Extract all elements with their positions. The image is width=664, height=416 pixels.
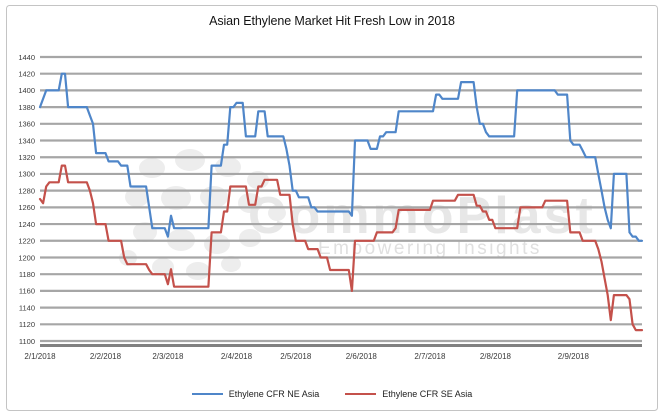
y-axis-tick-label: 1400 [18, 86, 35, 95]
legend-swatch-se-asia [345, 393, 377, 395]
legend-label-se-asia: Ethylene CFR SE Asia [382, 389, 473, 399]
y-axis-tick-label: 1420 [18, 70, 35, 79]
watermark-logo-dot [268, 205, 286, 221]
x-axis-tick-label: 2/6/2018 [346, 352, 378, 361]
y-axis-tick-label: 1200 [18, 253, 35, 262]
x-axis-tick-label: 2/8/2018 [480, 352, 512, 361]
legend-swatch-ne-asia [191, 393, 223, 395]
watermark-logo-dot [200, 186, 228, 208]
watermark-logo-dot [161, 186, 191, 210]
y-axis-tick-label: 1280 [18, 186, 35, 195]
legend-item-ne-asia: Ethylene CFR NE Asia [191, 389, 320, 399]
y-axis-tick-label: 1160 [19, 287, 35, 296]
watermark-logo-dot [239, 229, 261, 247]
x-axis-tick-label: 2/4/2018 [221, 352, 253, 361]
y-axis-tick-label: 1380 [18, 103, 35, 112]
gridlines: 1440 1420 1400 1380 1360 1340 1320 1300 1280 1260… [18, 53, 642, 346]
series-line-se-asia [38, 164, 644, 332]
y-axis-tick-label: 1220 [18, 237, 35, 246]
series-line-ne-asia [38, 72, 644, 242]
chart-title: Asian Ethylene Market Hit Fresh Low in 2… [209, 14, 455, 28]
watermark-logo-dot [133, 222, 157, 242]
y-axis-tick-label: 1180 [19, 270, 35, 279]
watermark-logo-dot [152, 258, 174, 276]
x-axis-tick-label: 2/2/2018 [90, 352, 122, 361]
legend-item-se-asia: Ethylene CFR SE Asia [345, 389, 472, 399]
x-axis-tick-label: 2/3/2018 [152, 352, 184, 361]
chart-legend: Ethylene CFR NE Asia Ethylene CFR SE Asi… [0, 389, 664, 399]
x-axis-tick-label: 2/9/2018 [558, 352, 590, 361]
x-axis-tick-label: 2/7/2018 [414, 352, 446, 361]
chart-frame-border [6, 5, 658, 411]
y-axis-tick-label: 1120 [19, 320, 35, 329]
y-axis-tick-label: 1320 [18, 153, 35, 162]
y-axis-tick-label: 1240 [18, 220, 35, 229]
y-axis-tick-label: 1260 [18, 203, 35, 212]
x-axis-labels: 2/1/2018 2/2/2018 2/3/2018 2/4/2018 2/5/2018… [24, 352, 589, 361]
watermark-logo-dot [186, 262, 210, 280]
x-axis-tick-label: 2/5/2018 [280, 352, 312, 361]
watermark-brand: CommoPlast [248, 187, 596, 245]
y-axis-tick-label: 1300 [18, 170, 35, 179]
watermark-logo-dot [175, 149, 205, 171]
watermark-logo-dot [204, 234, 230, 254]
y-axis-tick-label: 1440 [18, 53, 35, 62]
x-axis-tick-label: 2/1/2018 [24, 352, 56, 361]
watermark-logo-dot [221, 256, 241, 272]
watermark-tagline: Empowering Insights [318, 238, 542, 259]
y-axis-tick-label: 1340 [18, 136, 35, 145]
watermark-logo-dot [125, 187, 149, 207]
y-axis-tick-label: 1360 [18, 120, 35, 129]
y-axis-tick-label: 1100 [19, 337, 35, 346]
legend-label-ne-asia: Ethylene CFR NE Asia [228, 389, 320, 399]
y-axis-tick-label: 1140 [19, 303, 35, 312]
